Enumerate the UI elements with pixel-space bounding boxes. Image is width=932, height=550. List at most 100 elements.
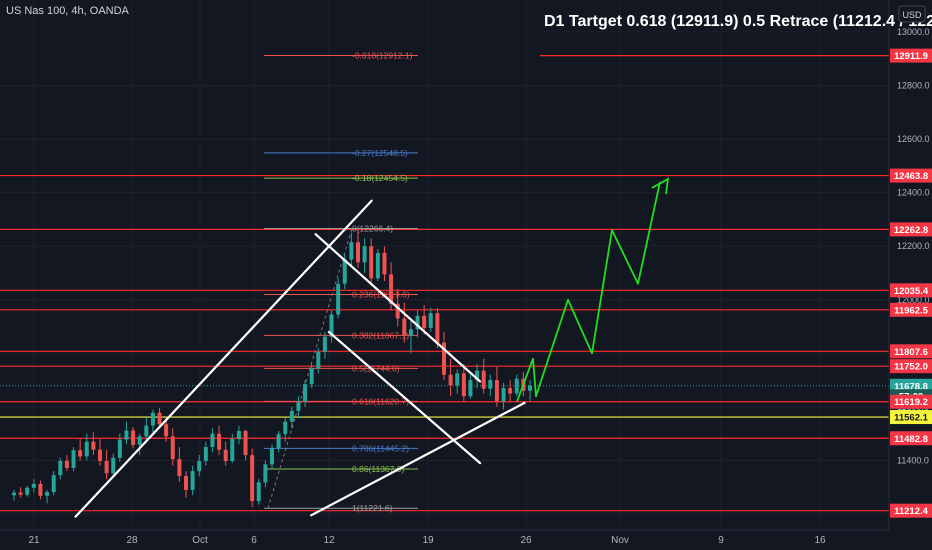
price-tick-label: 13000.0 bbox=[897, 27, 930, 37]
candle-body bbox=[309, 368, 314, 385]
candle-body bbox=[501, 388, 506, 402]
fib-label: -0.18(12454.5) bbox=[352, 173, 408, 183]
price-tag-label: 12035.4 bbox=[894, 286, 929, 297]
candle-body bbox=[203, 447, 208, 461]
price-tag-box bbox=[890, 344, 932, 359]
time-tick-label: 12 bbox=[323, 535, 335, 546]
candle-body bbox=[263, 464, 268, 483]
candle-body bbox=[197, 460, 202, 472]
time-tick-label: 26 bbox=[520, 535, 532, 546]
candle-body bbox=[217, 433, 222, 450]
time-tick-label: 28 bbox=[126, 535, 138, 546]
candle-body bbox=[58, 460, 63, 476]
candle-body bbox=[481, 370, 486, 389]
projection-arrowhead bbox=[651, 177, 670, 195]
candle-body bbox=[369, 246, 374, 279]
horizontal-levels bbox=[0, 54, 889, 512]
projection-path bbox=[516, 177, 670, 402]
candle-body bbox=[117, 439, 122, 458]
currency-button[interactable]: USD bbox=[898, 5, 926, 23]
time-axis[interactable]: 21 28 Oct 6 12 19 26 Nov 9 16 bbox=[28, 535, 826, 546]
candle-body bbox=[25, 487, 30, 495]
candle-body bbox=[177, 459, 182, 476]
candle-body bbox=[461, 373, 466, 397]
fib-label: 0.382(11867.1) bbox=[352, 330, 409, 340]
candle-body bbox=[131, 430, 136, 445]
price-tag-label: 11678.8 bbox=[894, 381, 928, 392]
chart-headline: D1 Tartget 0.618 (12911.9) 0.5 Retrace (… bbox=[544, 13, 932, 30]
candle-body bbox=[45, 492, 50, 496]
candle-body bbox=[31, 484, 36, 488]
candle-body bbox=[488, 380, 493, 389]
candle-body bbox=[12, 492, 16, 496]
candle-body bbox=[71, 450, 76, 468]
fib-retracement: -0.618(12912.1) -0.27(12548.5) -0.18(12454… bbox=[264, 51, 418, 513]
price-tag-box bbox=[890, 302, 932, 317]
fib-label: 0(12266.4) bbox=[352, 223, 393, 233]
fib-label: -0.27(12548.5) bbox=[352, 148, 408, 158]
candle-body bbox=[124, 430, 129, 440]
candle-body bbox=[137, 436, 142, 445]
candle-body bbox=[356, 242, 360, 263]
candle-body bbox=[230, 439, 235, 461]
candle-body bbox=[243, 430, 248, 456]
candle-body bbox=[250, 455, 255, 502]
price-tag-label: 12463.8 bbox=[894, 171, 928, 182]
candle-body bbox=[494, 380, 499, 402]
candle-body bbox=[164, 424, 169, 437]
price-tag-box bbox=[890, 222, 932, 237]
projection-line bbox=[516, 181, 661, 402]
price-tag-label: 11807.6 bbox=[894, 347, 928, 358]
candle-body bbox=[236, 430, 241, 440]
time-tick-label: 19 bbox=[422, 535, 434, 546]
price-tag-box bbox=[890, 168, 932, 183]
candle-body bbox=[382, 252, 387, 275]
candle-body bbox=[18, 492, 23, 495]
grid bbox=[0, 0, 889, 530]
candle-body bbox=[296, 401, 301, 411]
price-tag-label: 11752.0 bbox=[894, 362, 928, 373]
candle-body bbox=[184, 475, 188, 490]
candle-body bbox=[329, 314, 334, 337]
candle-body bbox=[468, 380, 473, 397]
candle-body bbox=[84, 441, 89, 457]
candle-body bbox=[51, 475, 56, 493]
candle-body bbox=[428, 313, 433, 328]
price-tag-box bbox=[890, 394, 932, 409]
price-tag-label: 11562.1 bbox=[894, 413, 929, 424]
candle-body bbox=[289, 410, 294, 422]
candle-body bbox=[98, 449, 102, 461]
candle-body bbox=[64, 460, 69, 468]
price-tag-box bbox=[890, 431, 932, 446]
price-tag-label: 12262.8 bbox=[894, 225, 928, 236]
price-tag-box bbox=[890, 359, 932, 374]
price-tick-label: 12200.0 bbox=[897, 241, 930, 251]
candle-body bbox=[322, 336, 327, 352]
candle-body bbox=[435, 313, 440, 343]
price-tag-box bbox=[890, 48, 932, 63]
price-tick-label: 11400.0 bbox=[897, 455, 929, 465]
currency-button-label: USD bbox=[902, 10, 922, 20]
price-tag-label: 11482.8 bbox=[894, 434, 928, 445]
trendline bbox=[310, 401, 526, 517]
price-tag-label: 11962.5 bbox=[894, 305, 929, 316]
fib-label: 0.86(11367.9) bbox=[352, 464, 404, 474]
time-tick-label: Nov bbox=[611, 535, 629, 546]
candle-body bbox=[270, 448, 274, 465]
price-tag-box bbox=[890, 410, 932, 425]
candle-body bbox=[336, 283, 341, 315]
time-tick-label: 21 bbox=[28, 535, 40, 546]
candle-body bbox=[475, 370, 480, 381]
candle-body bbox=[104, 460, 109, 474]
candle-body bbox=[210, 433, 215, 448]
candle-body bbox=[190, 471, 195, 490]
candle-body bbox=[144, 425, 149, 437]
candle-body bbox=[508, 388, 513, 394]
trendline bbox=[327, 330, 482, 465]
price-tags: 12911.9 12463.8 12262.8 12035.4 11962.5 11807… bbox=[890, 48, 932, 518]
candle-body bbox=[150, 412, 155, 426]
candle-body bbox=[170, 436, 175, 460]
candle-body bbox=[455, 373, 460, 386]
